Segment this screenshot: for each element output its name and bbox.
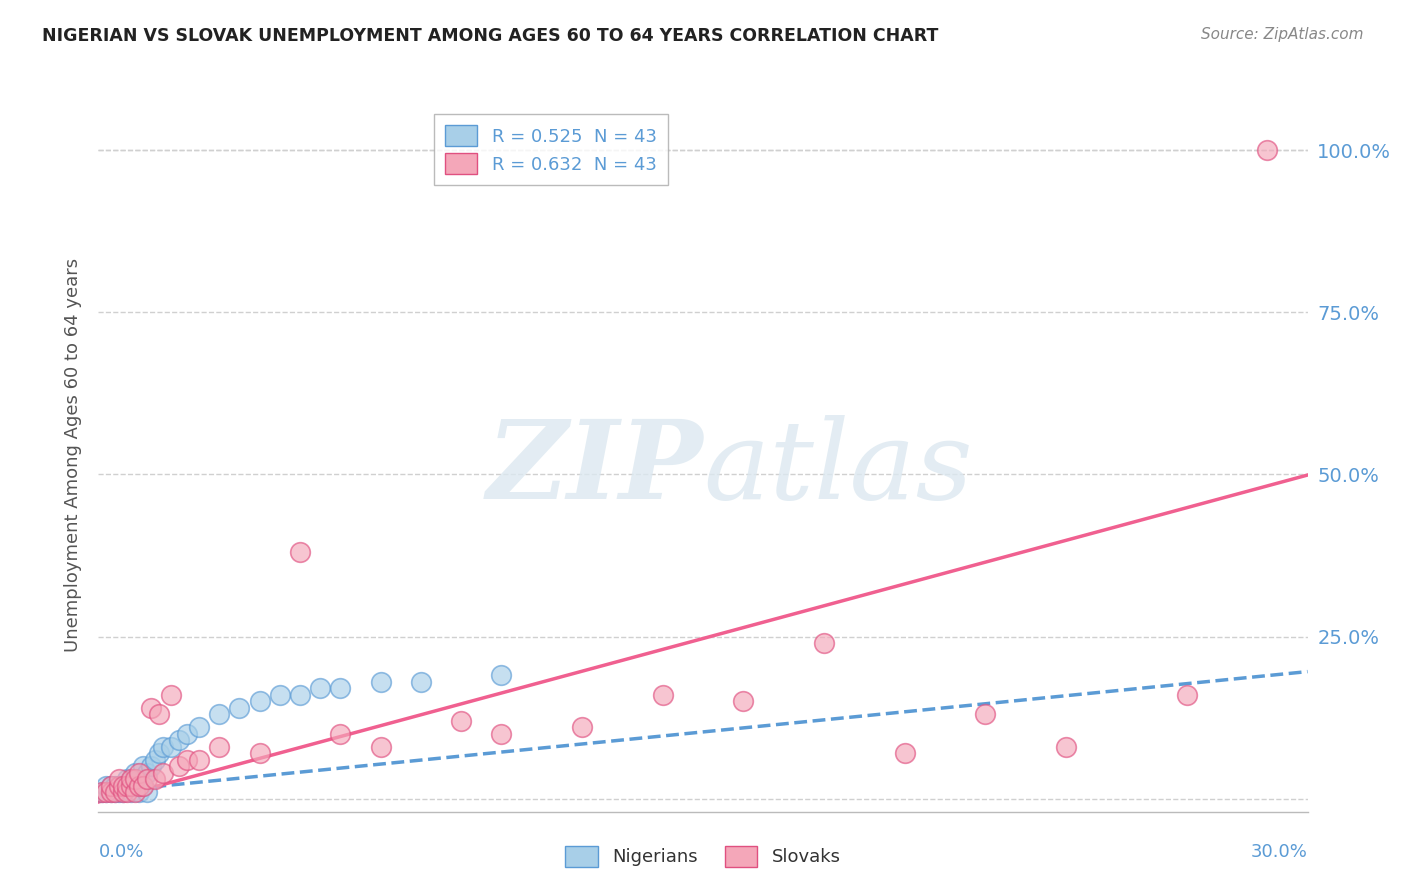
Point bbox=[1175, 688, 1198, 702]
Point bbox=[107, 772, 129, 787]
Legend: R = 0.525  N = 43, R = 0.632  N = 43: R = 0.525 N = 43, R = 0.632 N = 43 bbox=[434, 114, 668, 185]
Point bbox=[152, 739, 174, 754]
Point bbox=[143, 772, 166, 787]
Point bbox=[288, 545, 311, 559]
Legend: Nigerians, Slovaks: Nigerians, Slovaks bbox=[558, 838, 848, 874]
Point bbox=[115, 785, 138, 799]
Point bbox=[115, 779, 138, 793]
Point bbox=[107, 785, 129, 799]
Point bbox=[132, 779, 155, 793]
Point bbox=[1054, 739, 1077, 754]
Text: Source: ZipAtlas.com: Source: ZipAtlas.com bbox=[1201, 27, 1364, 42]
Point bbox=[128, 785, 150, 799]
Point bbox=[124, 779, 146, 793]
Point bbox=[96, 785, 118, 799]
Point bbox=[120, 779, 142, 793]
Point bbox=[103, 779, 125, 793]
Text: atlas: atlas bbox=[703, 416, 973, 523]
Point bbox=[733, 694, 755, 708]
Point bbox=[167, 733, 190, 747]
Point bbox=[96, 785, 118, 799]
Text: 0.0%: 0.0% bbox=[98, 843, 143, 861]
Point bbox=[148, 707, 170, 722]
Point bbox=[96, 779, 118, 793]
Point bbox=[100, 785, 122, 799]
Point bbox=[128, 772, 150, 787]
Point bbox=[974, 707, 997, 722]
Point bbox=[651, 688, 673, 702]
Point bbox=[124, 785, 146, 799]
Point bbox=[103, 785, 125, 799]
Point bbox=[160, 688, 183, 702]
Point bbox=[111, 785, 134, 799]
Text: 30.0%: 30.0% bbox=[1251, 843, 1308, 861]
Point bbox=[124, 765, 146, 780]
Text: NIGERIAN VS SLOVAK UNEMPLOYMENT AMONG AGES 60 TO 64 YEARS CORRELATION CHART: NIGERIAN VS SLOVAK UNEMPLOYMENT AMONG AG… bbox=[42, 27, 939, 45]
Point bbox=[167, 759, 190, 773]
Point bbox=[208, 707, 231, 722]
Point bbox=[100, 785, 122, 799]
Point bbox=[107, 779, 129, 793]
Point bbox=[160, 739, 183, 754]
Point bbox=[228, 701, 250, 715]
Point bbox=[135, 772, 157, 787]
Point bbox=[103, 785, 125, 799]
Point bbox=[176, 753, 198, 767]
Point bbox=[132, 779, 155, 793]
Point bbox=[111, 785, 134, 799]
Point bbox=[152, 765, 174, 780]
Point bbox=[188, 720, 211, 734]
Point bbox=[309, 681, 332, 696]
Point bbox=[107, 779, 129, 793]
Point bbox=[491, 668, 513, 682]
Point bbox=[1256, 143, 1278, 157]
Point bbox=[120, 779, 142, 793]
Point bbox=[128, 765, 150, 780]
Point bbox=[139, 701, 162, 715]
Point bbox=[124, 772, 146, 787]
Point bbox=[132, 759, 155, 773]
Point bbox=[120, 772, 142, 787]
Point bbox=[120, 785, 142, 799]
Point bbox=[115, 772, 138, 787]
Point bbox=[329, 681, 352, 696]
Point bbox=[288, 688, 311, 702]
Point bbox=[135, 765, 157, 780]
Point bbox=[135, 785, 157, 799]
Point bbox=[176, 727, 198, 741]
Y-axis label: Unemployment Among Ages 60 to 64 years: Unemployment Among Ages 60 to 64 years bbox=[63, 258, 82, 652]
Point bbox=[128, 779, 150, 793]
Point bbox=[91, 785, 114, 799]
Point bbox=[111, 779, 134, 793]
Point bbox=[100, 779, 122, 793]
Point bbox=[409, 675, 432, 690]
Point bbox=[139, 759, 162, 773]
Point bbox=[249, 747, 271, 761]
Point bbox=[188, 753, 211, 767]
Point bbox=[269, 688, 291, 702]
Point bbox=[148, 747, 170, 761]
Point bbox=[91, 785, 114, 799]
Point bbox=[329, 727, 352, 741]
Point bbox=[571, 720, 593, 734]
Point bbox=[370, 739, 392, 754]
Point bbox=[100, 779, 122, 793]
Point bbox=[813, 636, 835, 650]
Point bbox=[370, 675, 392, 690]
Point bbox=[128, 779, 150, 793]
Point bbox=[143, 753, 166, 767]
Point bbox=[249, 694, 271, 708]
Point bbox=[208, 739, 231, 754]
Point bbox=[450, 714, 472, 728]
Point bbox=[111, 779, 134, 793]
Point bbox=[893, 747, 915, 761]
Point bbox=[115, 779, 138, 793]
Text: ZIP: ZIP bbox=[486, 416, 703, 523]
Point bbox=[491, 727, 513, 741]
Point bbox=[120, 772, 142, 787]
